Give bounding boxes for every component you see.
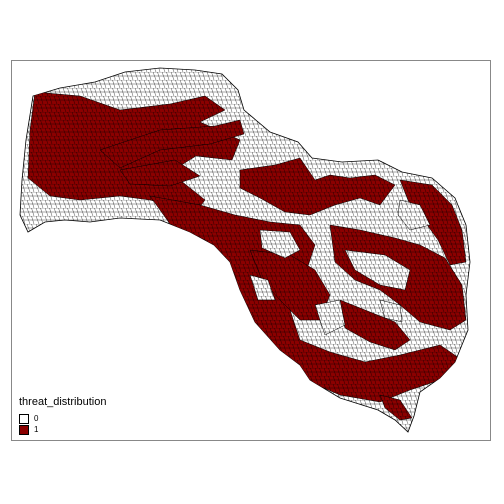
parcel-boundaries: [20, 68, 470, 432]
legend-title: threat_distribution: [19, 396, 107, 408]
legend-swatch-1: [19, 424, 29, 435]
legend-swatch-0: [19, 413, 29, 424]
legend-label-0: 0: [34, 414, 39, 423]
legend-label-1: 1: [34, 425, 39, 434]
legend-item-0: 0: [19, 413, 38, 424]
legend-item-1: 1: [19, 424, 38, 435]
